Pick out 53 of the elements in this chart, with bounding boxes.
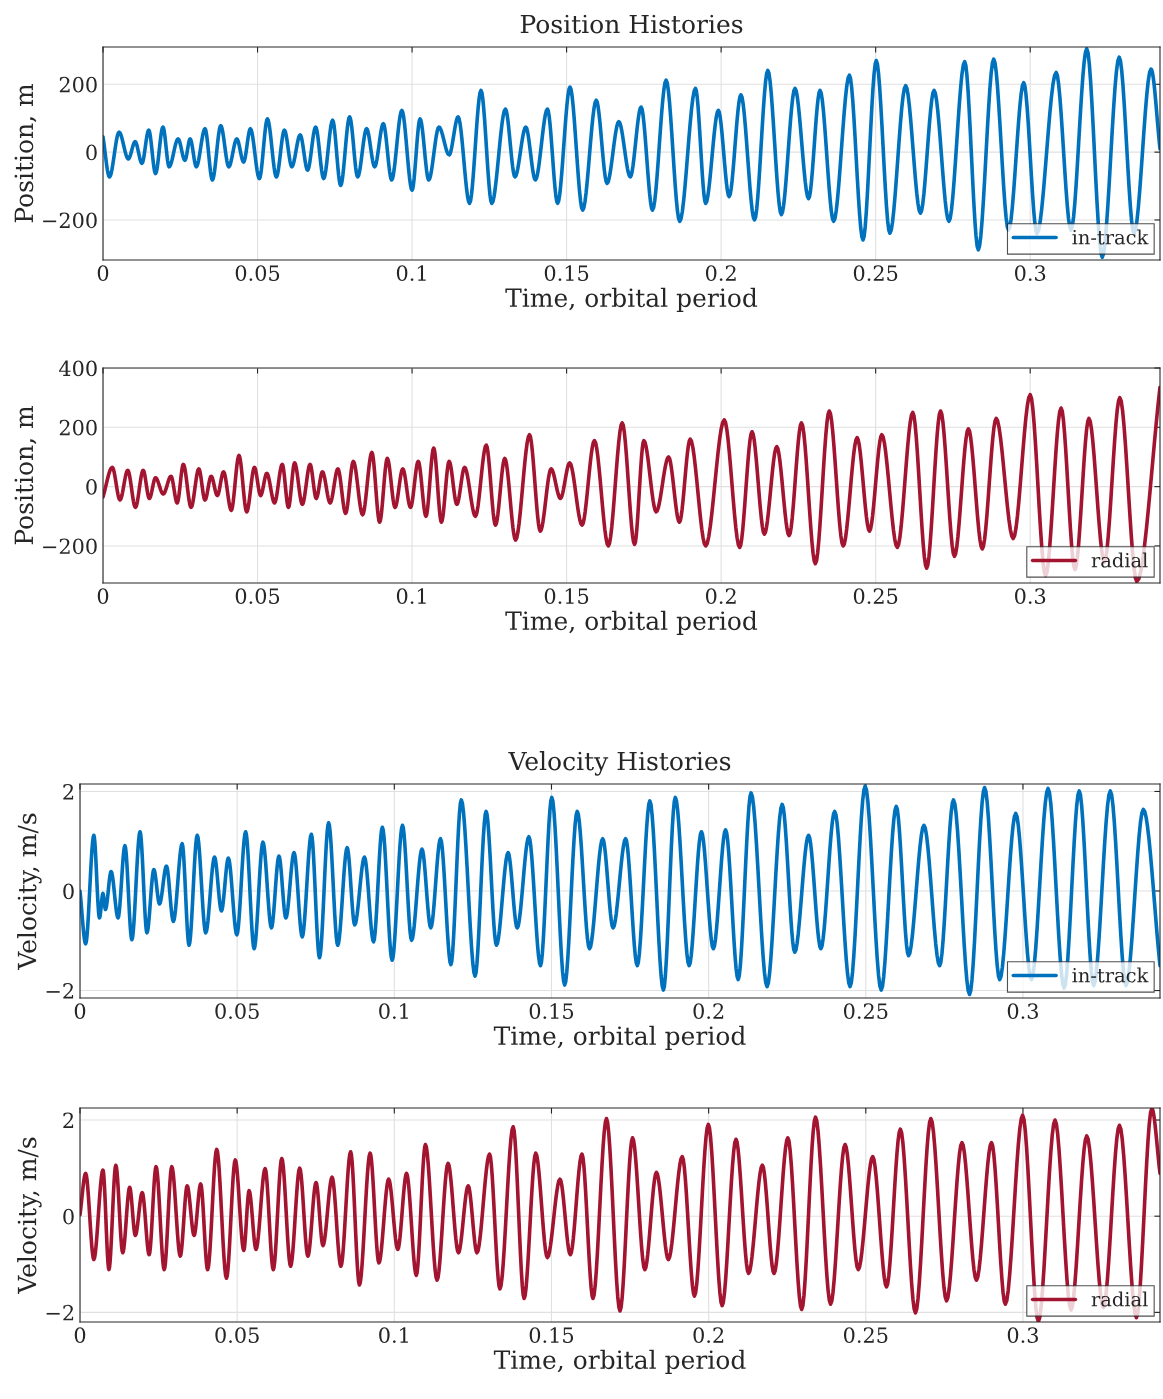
x-tick-label: 0.05 bbox=[235, 588, 280, 604]
y-axis-title: Position, m bbox=[14, 83, 37, 223]
x-tick-label: 0.25 bbox=[853, 265, 898, 281]
x-tick-label: 0.2 bbox=[705, 588, 736, 604]
legend-label: radial bbox=[1091, 1291, 1148, 1307]
y-tick-label: 0 bbox=[86, 144, 97, 161]
y-tick-label: 400 bbox=[59, 360, 97, 377]
x-tick-label: 0.1 bbox=[396, 588, 426, 604]
x-tick-label: 0.15 bbox=[529, 1003, 574, 1019]
x-axis-title: Time, orbital period bbox=[493, 1349, 746, 1374]
y-tick-label: 2 bbox=[63, 783, 74, 800]
x-tick-label: 0.3 bbox=[1007, 1003, 1038, 1019]
x-tick-label: 0.25 bbox=[853, 588, 898, 604]
chart-title: Position Histories bbox=[520, 14, 743, 34]
x-tick-label: 0.15 bbox=[544, 588, 589, 604]
y-axis-title: Position, m bbox=[14, 405, 37, 545]
x-tick-label: 0.3 bbox=[1015, 588, 1046, 604]
x-tick-label: 0.1 bbox=[396, 265, 426, 281]
x-tick-label: 0.2 bbox=[693, 1327, 724, 1343]
x-tick-label: 0.3 bbox=[1007, 1327, 1038, 1343]
x-axis-title: Time, orbital period bbox=[505, 287, 758, 312]
x-axis-title: Time, orbital period bbox=[505, 610, 758, 635]
legend-label: in-track bbox=[1072, 967, 1149, 983]
chart-title: Velocity Histories bbox=[508, 751, 731, 776]
x-tick-label: 0.15 bbox=[544, 265, 589, 281]
y-tick-label: 200 bbox=[59, 419, 97, 436]
y-tick-label: 200 bbox=[59, 76, 97, 93]
y-tick-label: 0 bbox=[63, 1208, 74, 1225]
y-tick-label: −200 bbox=[43, 538, 97, 555]
legend-label: radial bbox=[1091, 552, 1148, 568]
x-tick-label: 0 bbox=[97, 588, 109, 604]
x-tick-label: 0.2 bbox=[705, 265, 736, 281]
x-tick-label: 0.2 bbox=[693, 1003, 724, 1019]
x-tick-label: 0.1 bbox=[379, 1003, 408, 1019]
x-tick-label: 0.25 bbox=[843, 1003, 888, 1019]
legend-label: in-track bbox=[1072, 229, 1149, 245]
x-tick-label: 0.15 bbox=[529, 1327, 574, 1343]
y-tick-label: 2 bbox=[63, 1112, 74, 1128]
y-tick-label: 0 bbox=[63, 883, 74, 900]
y-tick-label: −2 bbox=[46, 1304, 74, 1321]
x-tick-label: 0.05 bbox=[215, 1327, 259, 1343]
y-axis-title: Velocity, m/s bbox=[17, 813, 42, 970]
y-tick-label: 0 bbox=[86, 479, 97, 495]
x-tick-label: 0.3 bbox=[1015, 265, 1046, 281]
y-axis-title: Velocity, m/s bbox=[17, 1137, 42, 1294]
x-tick-label: 0 bbox=[97, 265, 109, 281]
x-tick-label: 0.25 bbox=[843, 1327, 888, 1343]
y-tick-label: −2 bbox=[46, 982, 74, 999]
x-tick-label: 0.05 bbox=[215, 1003, 259, 1019]
x-tick-label: 0.1 bbox=[379, 1327, 408, 1343]
x-axis-title: Time, orbital period bbox=[493, 1025, 746, 1050]
y-tick-label: −200 bbox=[43, 212, 97, 229]
x-tick-label: 0.05 bbox=[235, 265, 280, 281]
